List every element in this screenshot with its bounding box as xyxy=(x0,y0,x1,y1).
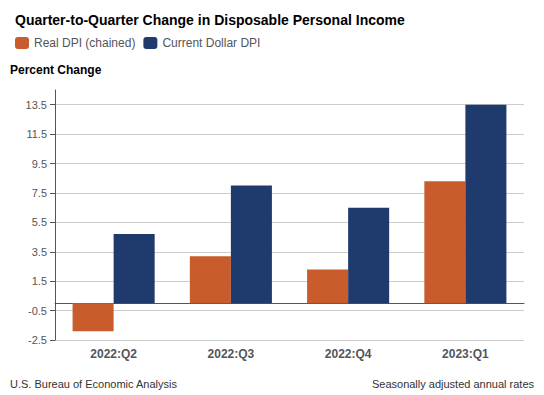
svg-text:1.5: 1.5 xyxy=(32,275,47,287)
svg-text:7.5: 7.5 xyxy=(32,187,47,199)
svg-text:11.5: 11.5 xyxy=(26,128,47,140)
svg-text:5.5: 5.5 xyxy=(32,216,47,228)
svg-text:2022:Q3: 2022:Q3 xyxy=(208,347,255,361)
svg-text:9.5: 9.5 xyxy=(32,158,47,170)
svg-text:Quarter-to-Quarter Change in D: Quarter-to-Quarter Change in Disposable … xyxy=(15,12,405,28)
svg-text:3.5: 3.5 xyxy=(32,246,47,258)
svg-text:2022:Q2: 2022:Q2 xyxy=(90,347,137,361)
svg-text:Seasonally adjusted annual rat: Seasonally adjusted annual rates xyxy=(372,378,535,390)
svg-text:13.5: 13.5 xyxy=(26,99,47,111)
svg-text:2023:Q1: 2023:Q1 xyxy=(442,347,489,361)
svg-text:2022:Q4: 2022:Q4 xyxy=(325,347,372,361)
svg-text:Real DPI (chained): Real DPI (chained) xyxy=(34,36,135,50)
svg-text:U.S. Bureau of Economic Analys: U.S. Bureau of Economic Analysis xyxy=(10,378,177,390)
svg-text:Current Dollar DPI: Current Dollar DPI xyxy=(162,36,260,50)
svg-text:-0.5: -0.5 xyxy=(28,305,47,317)
svg-text:Percent Change: Percent Change xyxy=(10,63,102,77)
svg-text:-2.5: -2.5 xyxy=(28,334,47,346)
